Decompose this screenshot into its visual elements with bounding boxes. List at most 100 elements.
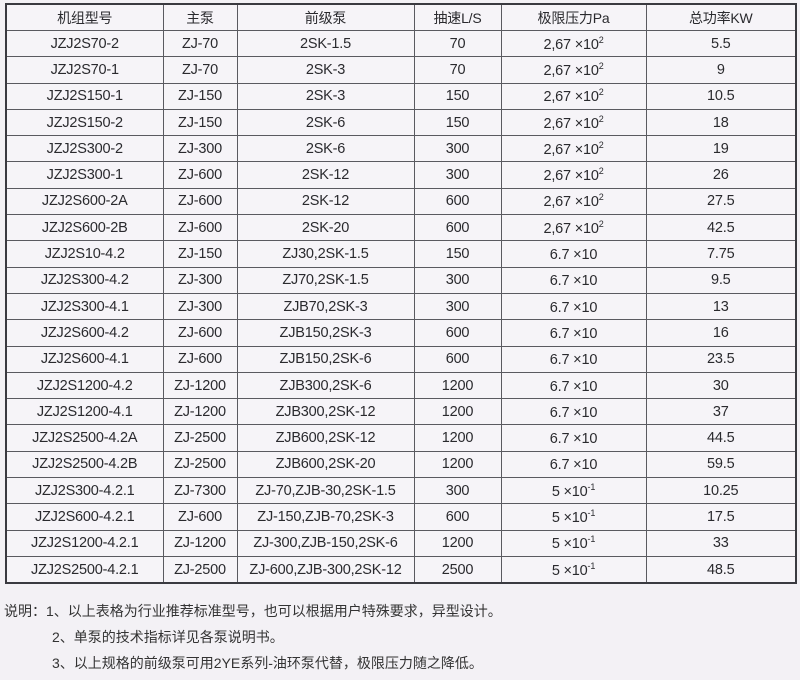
cell-backing-pump: 2SK-1.5 [236, 29, 415, 58]
notes: 说明：1、以上表格为行业推荐标准型号，也可以根据用户特殊要求，异型设计。 2、单… [4, 598, 502, 676]
cell-backing-pump: 2SK-3 [236, 82, 415, 110]
cell-ultimate-pressure: 2,67 ×102 [500, 161, 647, 189]
pressure-base: 6.7 ×10 [549, 273, 598, 290]
cell-pumping-speed: 2500 [413, 555, 502, 584]
cell-ultimate-pressure: 6.7 ×10 [500, 292, 647, 321]
pressure-exponent: 2 [598, 34, 604, 45]
pressure-base: 2,67 ×10 [543, 141, 599, 158]
pressure-base: 2,67 ×10 [543, 168, 599, 185]
cell-backing-pump: 2SK-12 [236, 161, 415, 189]
cell-model: JZJ2S70-1 [5, 56, 164, 84]
pressure-base: 5 ×10 [551, 536, 588, 553]
pressure-exponent: 2 [598, 192, 604, 203]
cell-main-pump: ZJ-600 [162, 319, 238, 347]
cell-model: JZJ2S1200-4.2 [5, 371, 164, 400]
cell-backing-pump: ZJB150,2SK-3 [236, 319, 415, 347]
cell-main-pump: ZJ-600 [162, 161, 238, 189]
table-row: JZJ2S1200-4.2.1 ZJ-1200 ZJ-300,ZJB-150,2SK… [5, 529, 797, 557]
cell-total-power: 7.75 [645, 240, 797, 268]
cell-ultimate-pressure: 6.7 ×10 [500, 345, 647, 373]
pressure-base: 6.7 ×10 [549, 352, 598, 369]
cell-model: JZJ2S2500-4.2A [5, 424, 164, 452]
cell-pumping-speed: 300 [413, 477, 502, 505]
cell-main-pump: ZJ-150 [162, 82, 238, 110]
cell-model: JZJ2S150-1 [5, 82, 164, 110]
pressure-base: 5 ×10 [551, 509, 588, 526]
cell-pumping-speed: 300 [413, 161, 502, 189]
pressure-exponent: -1 [587, 560, 596, 571]
cell-total-power: 17.5 [645, 503, 797, 531]
cell-main-pump: ZJ-300 [162, 266, 238, 294]
table-row: JZJ2S2500-4.2.1 ZJ-2500 ZJ-600,ZJB-300,2SK… [5, 555, 797, 584]
cell-ultimate-pressure: 6.7 ×10 [500, 240, 647, 268]
cell-main-pump: ZJ-1200 [162, 371, 238, 400]
cell-total-power: 30 [645, 371, 797, 400]
table-row: JZJ2S2500-4.2A ZJ-2500 ZJB600,2SK-12 1200 6.… [5, 424, 797, 452]
cell-total-power: 44.5 [645, 424, 797, 452]
cell-model: JZJ2S2500-4.2B [5, 450, 164, 479]
cell-main-pump: ZJ-600 [162, 345, 238, 373]
cell-ultimate-pressure: 2,67 ×102 [500, 214, 647, 242]
cell-pumping-speed: 70 [413, 29, 502, 58]
cell-ultimate-pressure: 6.7 ×10 [500, 450, 647, 479]
cell-backing-pump: 2SK-12 [236, 187, 415, 216]
cell-main-pump: ZJ-600 [162, 187, 238, 216]
pressure-base: 6.7 ×10 [549, 404, 598, 421]
header-ultimate-pressure: 极限压力Pa [500, 3, 647, 31]
cell-total-power: 13 [645, 292, 797, 321]
pressure-exponent: 2 [598, 60, 604, 71]
table-row: JZJ2S150-1 ZJ-150 2SK-3 150 2,67 ×102 10.5 [5, 82, 797, 110]
pressure-base: 6.7 ×10 [549, 378, 598, 395]
table-row: JZJ2S600-4.2.1 ZJ-600 ZJ-150,ZJB-70,2SK-3 6… [5, 503, 797, 531]
cell-model: JZJ2S10-4.2 [5, 240, 164, 268]
cell-total-power: 23.5 [645, 345, 797, 373]
pressure-base: 2,67 ×10 [543, 220, 599, 237]
cell-main-pump: ZJ-300 [162, 135, 238, 163]
note-3: 3、以上规格的前级泵可用2YE系列-油环泵代替，极限压力随之降低。 [52, 655, 483, 671]
cell-total-power: 18 [645, 108, 797, 137]
pressure-exponent: 2 [598, 218, 604, 229]
pressure-exponent: 2 [598, 166, 604, 177]
cell-main-pump: ZJ-70 [162, 56, 238, 84]
cell-pumping-speed: 1200 [413, 424, 502, 452]
cell-pumping-speed: 70 [413, 56, 502, 84]
cell-backing-pump: ZJ70,2SK-1.5 [236, 266, 415, 294]
cell-backing-pump: ZJB150,2SK-6 [236, 345, 415, 373]
cell-pumping-speed: 600 [413, 345, 502, 373]
table-row: JZJ2S600-4.1 ZJ-600 ZJB150,2SK-6 600 6.7 ×10… [5, 345, 797, 373]
cell-model: JZJ2S2500-4.2.1 [5, 555, 164, 584]
pressure-exponent: 2 [598, 139, 604, 150]
cell-pumping-speed: 600 [413, 187, 502, 216]
header-backing-pump: 前级泵 [236, 3, 415, 31]
cell-ultimate-pressure: 6.7 ×10 [500, 266, 647, 294]
cell-model: JZJ2S1200-4.1 [5, 398, 164, 426]
cell-total-power: 16 [645, 319, 797, 347]
cell-model: JZJ2S300-1 [5, 161, 164, 189]
table-row: JZJ2S150-2 ZJ-150 2SK-6 150 2,67 ×102 18 [5, 108, 797, 137]
header-model: 机组型号 [5, 3, 164, 31]
table-row: JZJ2S1200-4.1 ZJ-1200 ZJB300,2SK-12 1200 6.7… [5, 398, 797, 426]
cell-backing-pump: 2SK-3 [236, 56, 415, 84]
cell-ultimate-pressure: 6.7 ×10 [500, 319, 647, 347]
pressure-base: 2,67 ×10 [543, 62, 599, 79]
cell-ultimate-pressure: 6.7 ×10 [500, 371, 647, 400]
cell-ultimate-pressure: 5 ×10-1 [500, 529, 647, 557]
table-row: JZJ2S70-2 ZJ-70 2SK-1.5 70 2,67 ×102 5.5 [5, 29, 797, 58]
cell-ultimate-pressure: 2,67 ×102 [500, 135, 647, 163]
cell-backing-pump: ZJ-600,ZJB-300,2SK-12 [236, 555, 415, 584]
cell-total-power: 27.5 [645, 187, 797, 216]
cell-ultimate-pressure: 2,67 ×102 [500, 187, 647, 216]
cell-pumping-speed: 150 [413, 108, 502, 137]
pressure-exponent: -1 [587, 534, 596, 545]
header-pumping-speed: 抽速L/S [413, 3, 502, 31]
cell-backing-pump: ZJB70,2SK-3 [236, 292, 415, 321]
cell-ultimate-pressure: 6.7 ×10 [500, 398, 647, 426]
cell-pumping-speed: 1200 [413, 529, 502, 557]
cell-total-power: 9 [645, 56, 797, 84]
table-row: JZJ2S600-4.2 ZJ-600 ZJB150,2SK-3 600 6.7 ×10… [5, 319, 797, 347]
cell-model: JZJ2S600-4.2.1 [5, 503, 164, 531]
pressure-exponent: 2 [598, 87, 604, 98]
cell-total-power: 9.5 [645, 266, 797, 294]
cell-pumping-speed: 1200 [413, 371, 502, 400]
pressure-base: 5 ×10 [551, 483, 588, 500]
